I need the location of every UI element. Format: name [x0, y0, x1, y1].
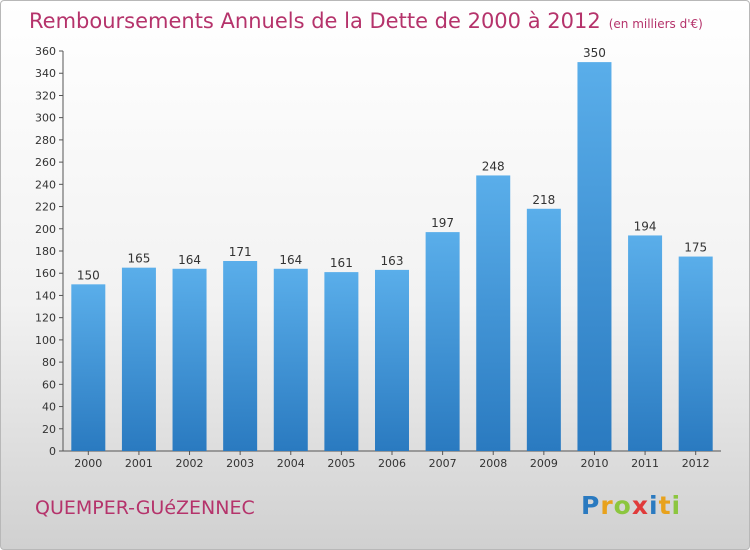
bar — [273, 268, 308, 451]
x-tick-label: 2001 — [125, 457, 153, 470]
logo-letter: t — [658, 491, 672, 520]
y-tick-label: 260 — [35, 156, 56, 169]
data-label: 161 — [330, 256, 353, 270]
data-label: 164 — [178, 253, 201, 267]
x-tick-label: 2000 — [74, 457, 102, 470]
x-tick-label: 2002 — [176, 457, 204, 470]
data-label: 218 — [532, 193, 555, 207]
data-label: 248 — [482, 159, 505, 173]
bar — [628, 235, 663, 451]
bar — [172, 268, 207, 451]
y-tick-label: 160 — [35, 267, 56, 280]
x-tick-label: 2010 — [580, 457, 608, 470]
x-tick-label: 2006 — [378, 457, 406, 470]
data-label: 163 — [381, 254, 404, 268]
y-tick-label: 340 — [35, 67, 56, 80]
y-tick-label: 320 — [35, 89, 56, 102]
y-tick-label: 240 — [35, 178, 56, 191]
data-label: 171 — [229, 245, 252, 259]
data-label: 165 — [127, 252, 150, 266]
data-label: 150 — [77, 268, 100, 282]
y-tick-label: 280 — [35, 134, 56, 147]
data-label: 194 — [634, 219, 657, 233]
y-tick-label: 180 — [35, 245, 56, 258]
bar — [223, 261, 258, 451]
x-tick-label: 2008 — [479, 457, 507, 470]
x-tick-label: 2007 — [429, 457, 457, 470]
title-text: Remboursements Annuels de la Dette de 20… — [29, 9, 601, 33]
bar — [526, 208, 561, 451]
y-tick-label: 140 — [35, 289, 56, 302]
y-tick-label: 220 — [35, 201, 56, 214]
y-tick-label: 200 — [35, 223, 56, 236]
y-tick-label: 80 — [42, 356, 56, 369]
logo-letter: i — [649, 491, 659, 520]
proxiti-logo: Proxiti — [581, 491, 681, 520]
data-label: 197 — [431, 216, 454, 230]
logo-letter: o — [613, 491, 632, 520]
y-tick-label: 20 — [42, 423, 56, 436]
bar — [375, 269, 409, 451]
y-tick-label: 0 — [49, 445, 56, 458]
bar — [71, 284, 106, 451]
logo-letter: x — [631, 491, 649, 520]
bar — [476, 175, 511, 451]
bar — [324, 272, 359, 451]
x-tick-label: 2003 — [226, 457, 254, 470]
logo-letter: P — [581, 491, 601, 520]
commune-name: QUEMPER-GUéZENNEC — [35, 497, 255, 519]
x-tick-label: 2004 — [277, 457, 305, 470]
x-tick-label: 2012 — [682, 457, 710, 470]
logo-letter: r — [600, 491, 614, 520]
data-label: 175 — [684, 241, 707, 255]
logo-letter: i — [671, 491, 682, 520]
x-tick-label: 2005 — [327, 457, 355, 470]
y-tick-label: 40 — [42, 401, 56, 414]
y-tick-label: 60 — [42, 378, 56, 391]
chart-title: Remboursements Annuels de la Dette de 20… — [29, 9, 703, 33]
chart-subtitle: (en milliers d'€) — [608, 17, 703, 31]
bar — [425, 232, 460, 451]
data-label: 164 — [279, 253, 302, 267]
x-tick-label: 2011 — [631, 457, 659, 470]
y-tick-label: 120 — [35, 312, 56, 325]
y-tick-label: 300 — [35, 112, 56, 125]
x-tick-label: 2009 — [530, 457, 558, 470]
y-tick-label: 360 — [35, 45, 56, 58]
bar — [121, 267, 156, 451]
bar — [678, 256, 713, 451]
y-tick-label: 100 — [35, 334, 56, 347]
data-label: 350 — [583, 46, 606, 60]
bar — [577, 62, 612, 451]
